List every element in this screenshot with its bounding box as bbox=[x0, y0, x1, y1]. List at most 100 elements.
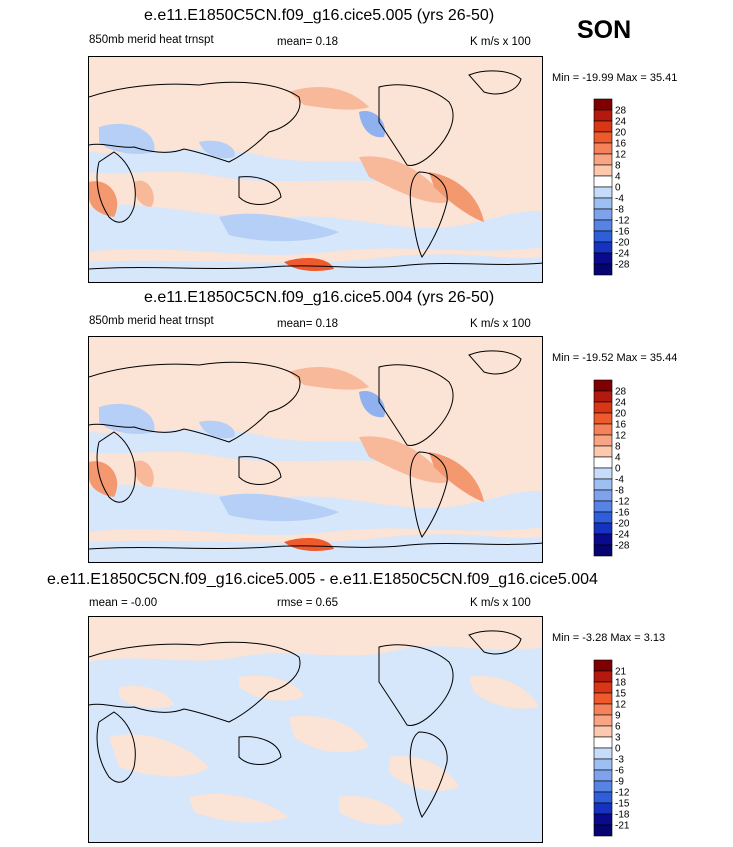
colorbar-tick-label: 16 bbox=[615, 139, 627, 150]
colorbar-swatch bbox=[593, 703, 613, 716]
season-label: SON bbox=[577, 16, 632, 44]
colorbar-tick-label: 24 bbox=[615, 398, 627, 409]
colorbar-tick-label: 24 bbox=[615, 117, 627, 128]
colorbar-swatch bbox=[593, 758, 613, 771]
colorbar-tick-label: 21 bbox=[615, 667, 627, 678]
colorbar-tick-label: -18 bbox=[615, 810, 630, 821]
colorbar-tick-label: -24 bbox=[615, 530, 630, 541]
colorbar-tick-label: 12 bbox=[615, 150, 627, 161]
panel-1-variable-label: 850mb merid heat trnspt bbox=[89, 34, 214, 46]
colorbar-swatch bbox=[593, 681, 613, 694]
panel-1-title: e.e11.E1850C5CN.f09_g16.cice5.005 (yrs 2… bbox=[144, 7, 495, 24]
panel-1-map bbox=[88, 56, 543, 283]
colorbar-swatch bbox=[593, 186, 613, 199]
colorbar-swatch bbox=[593, 670, 613, 683]
colorbar-tick-label: 12 bbox=[615, 431, 627, 442]
colorbar-swatch bbox=[593, 390, 613, 403]
colorbar-swatch bbox=[593, 478, 613, 491]
colorbar-tick-label: -16 bbox=[615, 227, 630, 238]
colorbar-swatch bbox=[593, 142, 613, 155]
colorbar-swatch bbox=[593, 423, 613, 436]
colorbar-swatch bbox=[593, 456, 613, 469]
colorbar-swatch bbox=[593, 692, 613, 705]
colorbar-tick-label: -28 bbox=[615, 541, 630, 552]
colorbar-tick-label: -12 bbox=[615, 216, 630, 227]
colorbar-swatch bbox=[593, 544, 613, 557]
colorbar-swatch bbox=[593, 747, 613, 760]
colorbar-tick-label: -28 bbox=[615, 260, 630, 271]
colorbar-swatch bbox=[593, 467, 613, 480]
colorbar-swatch bbox=[593, 131, 613, 144]
colorbar-tick-label: 18 bbox=[615, 678, 627, 689]
panel-2-minmax: Min = -19.52 Max = 35.44 bbox=[552, 352, 678, 364]
colorbar-swatch bbox=[593, 230, 613, 243]
colorbar-tick-label: 20 bbox=[615, 409, 627, 420]
colorbar-tick-label: 0 bbox=[615, 744, 621, 755]
colorbar-tick-label: -8 bbox=[615, 205, 624, 216]
colorbar-swatch bbox=[593, 412, 613, 425]
colorbar-tick-label: 15 bbox=[615, 689, 627, 700]
colorbar-tick-label: 20 bbox=[615, 128, 627, 139]
colorbar-swatch bbox=[593, 659, 613, 672]
colorbar-tick-label: 4 bbox=[615, 172, 621, 183]
colorbar-tick-label: -8 bbox=[615, 486, 624, 497]
colorbar-swatch bbox=[593, 208, 613, 221]
panel-2-units-label: K m/s x 100 bbox=[470, 318, 531, 330]
colorbar-tick-label: -16 bbox=[615, 508, 630, 519]
colorbar-swatch bbox=[593, 434, 613, 447]
colorbar-swatch bbox=[593, 714, 613, 727]
colorbar-swatch bbox=[593, 511, 613, 524]
colorbar-swatch bbox=[593, 813, 613, 826]
panel-3-map bbox=[88, 616, 543, 843]
colorbar-tick-label: 8 bbox=[615, 161, 621, 172]
colorbar-swatch bbox=[593, 769, 613, 782]
colorbar-swatch bbox=[593, 153, 613, 166]
colorbar-tick-label: 9 bbox=[615, 711, 621, 722]
colorbar-tick-label: -4 bbox=[615, 475, 624, 486]
colorbar-tick-label: -21 bbox=[615, 821, 630, 832]
colorbar-swatch bbox=[593, 98, 613, 111]
colorbar-tick-label: -24 bbox=[615, 249, 630, 260]
colorbar-swatch bbox=[593, 445, 613, 458]
colorbar-swatch bbox=[593, 197, 613, 210]
colorbar-tick-label: -20 bbox=[615, 519, 630, 530]
panel-3-rmse-label: rmse = 0.65 bbox=[277, 597, 339, 609]
colorbar-tick-label: 0 bbox=[615, 183, 621, 194]
panel-3-mean-label: mean = -0.00 bbox=[89, 597, 158, 609]
colorbar-swatch bbox=[593, 379, 613, 392]
colorbar-swatch bbox=[593, 263, 613, 276]
colorbar-swatch bbox=[593, 109, 613, 122]
panel-3-colorbar: 21 18 15 12 9 6 3 0 -3 -6 -9 -12 -15 -18 -21 bbox=[593, 659, 634, 837]
colorbar-swatch bbox=[593, 164, 613, 177]
colorbar-swatch bbox=[593, 219, 613, 232]
colorbar-swatch bbox=[593, 802, 613, 815]
colorbar-tick-label: -6 bbox=[615, 766, 624, 777]
colorbar-swatch bbox=[593, 725, 613, 738]
colorbar-tick-label: -15 bbox=[615, 799, 630, 810]
panel-3-units-label: K m/s x 100 bbox=[470, 597, 531, 609]
colorbar-tick-label: -9 bbox=[615, 777, 624, 788]
colorbar-swatch bbox=[593, 522, 613, 535]
panel-2-title: e.e11.E1850C5CN.f09_g16.cice5.004 (yrs 2… bbox=[144, 289, 495, 306]
colorbar-tick-label: -12 bbox=[615, 788, 630, 799]
colorbar-tick-label: 3 bbox=[615, 733, 621, 744]
panel-2-map bbox=[88, 336, 543, 563]
colorbar-swatch bbox=[593, 500, 613, 513]
panel-3-minmax: Min = -3.28 Max = 3.13 bbox=[552, 632, 666, 644]
colorbar-tick-label: -3 bbox=[615, 755, 624, 766]
colorbar-tick-label: 12 bbox=[615, 700, 627, 711]
colorbar-swatch bbox=[593, 791, 613, 804]
colorbar-tick-label: 16 bbox=[615, 420, 627, 431]
colorbar-tick-label: -12 bbox=[615, 497, 630, 508]
panel-2-mean-label: mean= 0.18 bbox=[277, 318, 339, 330]
colorbar-tick-label: 8 bbox=[615, 442, 621, 453]
colorbar-swatch bbox=[593, 401, 613, 414]
colorbar-tick-label: -4 bbox=[615, 194, 624, 205]
panel-2-variable-label: 850mb merid heat trnspt bbox=[89, 315, 214, 327]
colorbar-tick-label: 0 bbox=[615, 464, 621, 475]
colorbar-swatch bbox=[593, 780, 613, 793]
colorbar-swatch bbox=[593, 824, 613, 837]
panel-2-colorbar: 28 24 20 16 12 8 4 0 -4 -8 -12 -16 -20 -24 -28 bbox=[593, 379, 634, 557]
panel-1-colorbar: 28 24 20 16 12 8 4 0 -4 -8 -12 -16 -20 -24 -28 bbox=[593, 98, 634, 276]
panel-1-mean-label: mean= 0.18 bbox=[277, 36, 339, 48]
